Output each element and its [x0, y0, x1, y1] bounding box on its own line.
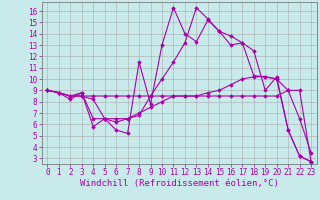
X-axis label: Windchill (Refroidissement éolien,°C): Windchill (Refroidissement éolien,°C) [80, 179, 279, 188]
